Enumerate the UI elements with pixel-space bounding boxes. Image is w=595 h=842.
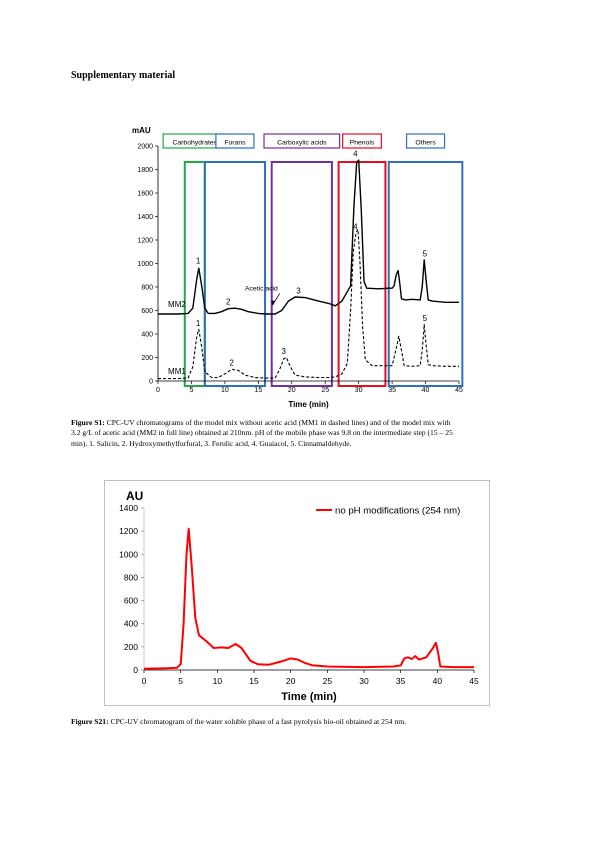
series-line-MM2 bbox=[158, 159, 459, 315]
figure-s1-label: Figure S1: bbox=[71, 418, 105, 427]
series-line bbox=[143, 527, 474, 670]
region-label-box bbox=[342, 133, 382, 149]
x-tick-label: 15 bbox=[249, 676, 259, 686]
x-tick-label: 5 bbox=[189, 387, 193, 394]
x-tick-label: 0 bbox=[156, 387, 160, 394]
x-axis-title: Time (min) bbox=[281, 691, 337, 703]
y-tick-label: 800 bbox=[124, 572, 138, 582]
figure-s21-label: Figure S21: bbox=[71, 717, 109, 726]
x-tick-label: 20 bbox=[288, 387, 296, 394]
x-axis-title: Time (min) bbox=[288, 400, 329, 409]
peak-annotation: 5 bbox=[423, 249, 428, 258]
region-box bbox=[337, 161, 387, 387]
region-label: Others bbox=[415, 140, 436, 147]
y-tick-label: 1200 bbox=[137, 238, 153, 245]
figure-s1-caption-line-1: CPC-UV chromatograms of the model mix wi… bbox=[104, 418, 451, 427]
x-tick-label: 30 bbox=[359, 676, 369, 686]
x-tick-label: 45 bbox=[469, 676, 479, 686]
y-tick-label: 400 bbox=[141, 332, 153, 339]
region-label-box bbox=[263, 133, 341, 149]
region-label: Phenols bbox=[350, 140, 375, 147]
series-line-MM1 bbox=[158, 228, 459, 380]
region-label: Carbohydrates bbox=[172, 140, 217, 147]
x-tick-label: 25 bbox=[323, 676, 333, 686]
figure-s21-chart: 0 200 400 600 800 1000 1200 1400 0 5 10 15 20 25 30 35 4… bbox=[104, 480, 490, 706]
y-tick-label: 400 bbox=[124, 619, 138, 629]
y-tick-label: 600 bbox=[124, 596, 138, 606]
x-tick-label: 30 bbox=[355, 387, 363, 394]
y-tick-label: 0 bbox=[149, 379, 153, 386]
y-tick-label: 600 bbox=[141, 308, 153, 315]
y-axis-title: mAU bbox=[132, 126, 151, 135]
y-tick-label: 0 bbox=[133, 665, 138, 675]
figure-s1-caption-line-3: min). 1. Salicin, 2. Hydroxymethylfurfur… bbox=[71, 438, 352, 448]
region-label: Furans bbox=[224, 140, 246, 147]
y-tick-label: 200 bbox=[141, 355, 153, 362]
region-box bbox=[270, 161, 333, 387]
figure-s21-caption: Figure S21: CPC-UV chromatogram of the w… bbox=[71, 717, 526, 727]
figure-s21-caption-text: CPC-UV chromatogram of the water soluble… bbox=[108, 717, 407, 726]
region-label-box bbox=[405, 133, 446, 149]
x-tick-label: 35 bbox=[388, 387, 396, 394]
x-tick-label: 40 bbox=[422, 387, 430, 394]
x-tick-label: 10 bbox=[213, 676, 223, 686]
section-heading: Supplementary material bbox=[71, 70, 176, 81]
legend-label: no pH modifications (254 nm) bbox=[335, 506, 460, 517]
region-label-box bbox=[215, 133, 255, 149]
figure-s1-caption-line-2: 3.2 g/L of acetic acid (MM2 in full line… bbox=[71, 428, 453, 438]
peak-annotation: 1 bbox=[196, 319, 201, 328]
x-tick-label: 40 bbox=[433, 676, 443, 686]
y-tick-label: 1400 bbox=[119, 503, 138, 513]
y-tick-label: 1800 bbox=[137, 167, 153, 174]
peak-annotation: 5 bbox=[423, 314, 428, 323]
y-tick-label: 800 bbox=[141, 285, 153, 292]
x-tick-label: 20 bbox=[286, 676, 296, 686]
y-tick-label: 2000 bbox=[137, 144, 153, 151]
region-label: Carboxylic acids bbox=[277, 140, 327, 147]
y-tick-label: 1000 bbox=[119, 549, 138, 559]
peak-annotation: 4 bbox=[353, 222, 358, 231]
figure-s1-caption: Figure S1: CPC-UV chromatograms of the m… bbox=[71, 418, 526, 449]
peak-annotation: Acetic acid bbox=[245, 286, 278, 293]
peak-annotation: MM2 bbox=[168, 300, 186, 309]
peak-annotation: 3 bbox=[296, 286, 301, 295]
peak-annotation: 3 bbox=[282, 347, 287, 356]
y-tick-label: 1400 bbox=[137, 214, 153, 221]
figure-s1-chart: Carbohydrates Furans Carboxylic acids Pheno… bbox=[132, 126, 464, 409]
peak-annotation: 4 bbox=[353, 150, 358, 159]
y-axis-title: AU bbox=[126, 489, 143, 503]
y-tick-label: 1000 bbox=[137, 261, 153, 268]
x-tick-label: 25 bbox=[321, 387, 329, 394]
y-tick-label: 200 bbox=[124, 642, 138, 652]
acetic-acid-arrowhead bbox=[271, 300, 276, 306]
x-tick-label: 5 bbox=[178, 676, 183, 686]
region-box bbox=[387, 161, 464, 387]
peak-annotation: 1 bbox=[196, 257, 201, 266]
x-tick-label: 15 bbox=[254, 387, 262, 394]
x-tick-label: 45 bbox=[455, 387, 463, 394]
region-box bbox=[203, 161, 267, 387]
peak-annotation: 2 bbox=[226, 298, 231, 307]
x-tick-label: 0 bbox=[142, 676, 147, 686]
y-tick-label: 1200 bbox=[119, 526, 138, 536]
x-tick-label: 35 bbox=[396, 676, 406, 686]
peak-annotation: MM1 bbox=[168, 367, 186, 376]
y-tick-label: 1600 bbox=[137, 191, 153, 198]
x-tick-label: 10 bbox=[221, 387, 229, 394]
peak-annotation: 2 bbox=[229, 359, 234, 368]
